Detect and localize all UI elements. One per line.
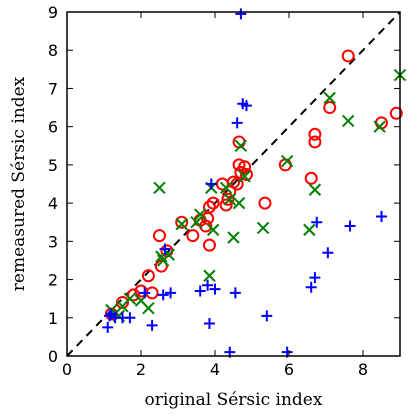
data-point-plus-30 — [376, 210, 387, 222]
data-point-circle-8 — [154, 259, 168, 273]
data-point-circle-19 — [219, 198, 233, 212]
data-point-circle-5 — [141, 269, 155, 283]
data-point-circle-34 — [323, 101, 337, 115]
data-point-plus-16 — [209, 283, 221, 295]
data-point-x-17 — [219, 181, 233, 195]
y-axis-label: remeasured Sérsic index — [9, 76, 29, 291]
y-tick-label: 6 — [48, 118, 58, 137]
data-point-plus-19 — [231, 117, 243, 129]
data-point-x-12 — [190, 216, 203, 229]
data-point-x-18 — [223, 193, 237, 206]
data-point-x-19 — [227, 231, 240, 244]
y-tick-label: 1 — [48, 309, 58, 328]
data-point-circle-29 — [258, 196, 272, 210]
tick-layer: 0 2 4 6 8 0 1 2 3 4 5 6 7 8 9 — [48, 3, 400, 379]
data-point-plus-22 — [240, 100, 252, 112]
data-point-circle-16 — [202, 200, 216, 214]
data-point-plus-25 — [305, 281, 317, 293]
data-point-x-13 — [193, 208, 207, 221]
data-point-plus-9 — [157, 289, 169, 301]
data-point-plus-6 — [124, 312, 136, 324]
data-point-x-22 — [238, 170, 251, 183]
data-point-x-28 — [341, 114, 355, 128]
data-point-x-7 — [153, 181, 166, 195]
data-point-circle-7 — [153, 229, 166, 243]
data-point-plus-11 — [165, 287, 177, 299]
data-point-x-21 — [234, 139, 248, 152]
data-point-plus-1 — [102, 321, 114, 333]
data-point-plus-29 — [344, 220, 356, 232]
data-point-circle-27 — [238, 160, 252, 174]
data-point-circle-2 — [116, 295, 129, 309]
y-tick-label: 3 — [48, 232, 58, 251]
data-point-x-23 — [256, 221, 270, 235]
data-point-plus-18 — [229, 287, 241, 299]
data-point-x-11 — [175, 217, 188, 231]
data-point-plus-15 — [205, 178, 217, 190]
data-point-plus-10 — [159, 243, 171, 255]
data-point-plus-12 — [194, 285, 206, 297]
data-point-circle-17 — [206, 196, 220, 210]
data-point-circle-20 — [221, 192, 235, 206]
x-tick-label: 6 — [284, 360, 294, 379]
data-point-circle-24 — [232, 158, 246, 172]
data-point-circle-33 — [308, 127, 322, 141]
data-point-circle-35 — [341, 49, 355, 63]
x-axis-label: original Sérsic index — [145, 390, 323, 410]
data-point-circle-37 — [389, 106, 403, 120]
data-point-x-25 — [303, 223, 316, 237]
data-point-plus-28 — [322, 247, 334, 259]
data-point-plus-2 — [104, 310, 116, 322]
x-tick-label: 8 — [358, 360, 368, 379]
data-point-circle-30 — [278, 158, 292, 172]
data-point-x-27 — [323, 91, 336, 105]
data-point-x-29 — [373, 120, 386, 133]
data-point-plus-26 — [309, 272, 321, 284]
data-point-x-24 — [280, 154, 294, 168]
data-point-circle-36 — [375, 116, 388, 130]
data-points-layer — [102, 8, 407, 358]
data-point-x-20 — [232, 196, 246, 210]
data-point-circle-3 — [127, 288, 141, 302]
data-point-circle-32 — [308, 135, 322, 149]
reference-line-layer — [66, 11, 401, 357]
data-point-x-26 — [308, 183, 322, 196]
data-point-plus-20 — [235, 8, 247, 20]
data-point-circle-28 — [239, 167, 253, 181]
data-point-plus-7 — [139, 287, 151, 299]
x-tick-label: 0 — [62, 360, 72, 379]
data-point-circle-11 — [186, 229, 200, 243]
data-point-plus-13 — [202, 279, 214, 291]
data-point-circle-23 — [230, 177, 244, 191]
data-point-circle-15 — [202, 238, 216, 252]
data-point-x-4 — [123, 292, 137, 305]
reference-line — [66, 11, 401, 357]
x-tick-label: 4 — [210, 360, 220, 379]
data-point-x-6 — [142, 302, 155, 315]
y-tick-label: 5 — [48, 156, 58, 175]
data-point-plus-23 — [261, 310, 273, 322]
y-tick-label: 4 — [48, 194, 58, 213]
y-tick-label: 7 — [48, 79, 58, 98]
data-point-plus-8 — [146, 319, 158, 331]
x-tick-label: 2 — [136, 360, 146, 379]
data-point-plus-27 — [311, 216, 323, 228]
y-tick-label: 9 — [48, 3, 58, 22]
data-point-x-16 — [206, 223, 220, 237]
data-point-plus-14 — [203, 318, 215, 330]
data-point-x-14 — [203, 269, 216, 282]
y-tick-label: 8 — [48, 41, 58, 60]
data-point-circle-31 — [304, 171, 318, 185]
y-tick-label: 2 — [48, 271, 58, 290]
data-point-circle-25 — [232, 135, 246, 149]
y-tick-label: 0 — [48, 347, 58, 366]
axes-layer — [66, 11, 401, 357]
data-point-circle-10 — [175, 215, 189, 229]
plot-frame — [66, 11, 401, 357]
